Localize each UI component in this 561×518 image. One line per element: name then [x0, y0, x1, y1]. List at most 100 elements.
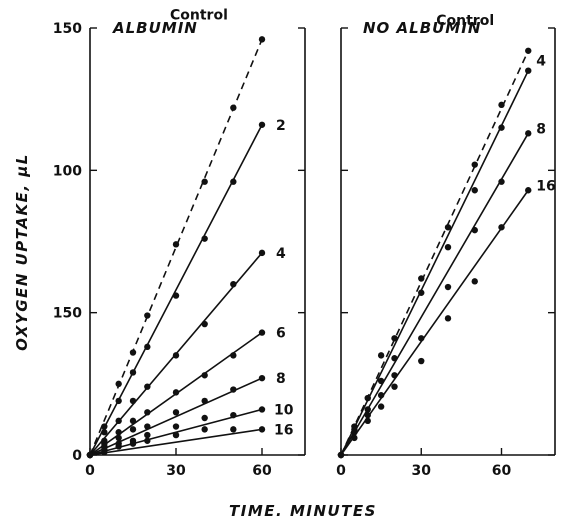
data-point — [471, 187, 478, 194]
data-point — [444, 224, 452, 231]
data-point — [525, 47, 532, 54]
data-point — [230, 411, 237, 419]
data-point — [498, 178, 505, 185]
data-point — [525, 67, 532, 74]
series-line — [340, 50, 529, 456]
panel-title: NO ALBUMIN — [363, 19, 481, 37]
y-tick-label: 100 — [53, 163, 82, 179]
series-line — [89, 428, 263, 456]
x-tick-label: 60 — [252, 463, 272, 479]
data-point — [258, 121, 266, 128]
data-point — [129, 426, 137, 433]
data-point — [144, 431, 151, 439]
data-point — [144, 437, 151, 444]
x-tick-label: 0 — [336, 463, 346, 479]
data-point — [172, 409, 180, 416]
y-tick-label: 150 — [53, 21, 82, 37]
data-point — [377, 403, 385, 410]
series-line — [340, 70, 529, 456]
series-line — [89, 124, 263, 456]
data-point — [144, 343, 151, 351]
data-point — [230, 178, 237, 185]
data-point — [201, 426, 208, 433]
data-point — [115, 443, 122, 450]
data-point — [201, 372, 208, 379]
data-point — [230, 426, 237, 433]
x-tick-label: 60 — [492, 463, 512, 479]
data-point — [337, 451, 345, 459]
data-point — [258, 374, 266, 382]
data-point — [351, 434, 358, 442]
data-point — [258, 406, 266, 413]
x-axis-title: TIME. MINUTES — [229, 502, 377, 518]
data-point — [201, 235, 208, 242]
series-label: 10 — [274, 402, 294, 418]
data-point — [418, 357, 425, 365]
series-label: 6 — [276, 326, 286, 342]
data-point — [86, 451, 94, 459]
data-point — [498, 124, 505, 131]
series-label: 2 — [276, 118, 286, 134]
series-label: 8 — [536, 121, 546, 137]
data-point — [444, 283, 452, 291]
series-label: 4 — [276, 246, 286, 262]
y-tick-label: 150 — [53, 306, 82, 322]
x-tick-label: 30 — [412, 463, 432, 479]
data-point — [129, 440, 137, 447]
data-point — [115, 397, 122, 405]
data-point — [144, 383, 151, 390]
data-point — [129, 369, 137, 376]
data-point — [525, 130, 532, 137]
data-point — [418, 289, 425, 296]
data-point — [101, 448, 108, 456]
data-point — [172, 389, 180, 396]
data-point — [525, 187, 532, 194]
data-point — [391, 383, 398, 390]
y-tick-label: 0 — [72, 448, 82, 464]
data-point — [101, 429, 108, 436]
data-point — [144, 409, 151, 416]
data-point — [444, 243, 452, 251]
series-label: 16 — [274, 422, 293, 438]
x-tick-label: 0 — [85, 463, 95, 479]
data-point — [230, 104, 237, 111]
data-point — [172, 423, 180, 430]
data-point — [144, 312, 151, 319]
data-point — [172, 352, 180, 359]
series-label: 8 — [276, 371, 286, 387]
data-point — [230, 281, 237, 288]
data-point — [230, 386, 237, 393]
data-point — [115, 380, 122, 388]
series-label: Control — [170, 7, 228, 23]
data-point — [498, 101, 505, 109]
data-point — [129, 417, 137, 425]
data-point — [115, 429, 122, 436]
data-point — [201, 414, 208, 422]
data-point — [172, 292, 180, 299]
data-point — [471, 278, 478, 285]
data-point — [258, 329, 266, 336]
y-axis-title: OXYGEN UPTAKE, μL — [13, 153, 31, 351]
data-point — [418, 275, 425, 282]
data-point — [391, 335, 398, 342]
data-point — [129, 397, 137, 405]
data-point — [172, 241, 180, 248]
data-point — [115, 417, 122, 425]
data-point — [144, 423, 151, 430]
data-point — [498, 224, 505, 231]
data-point — [258, 426, 266, 433]
data-point — [471, 161, 478, 168]
series-line — [340, 132, 529, 456]
panel-title: ALBUMIN — [112, 19, 198, 37]
data-point — [444, 315, 452, 322]
data-point — [201, 397, 208, 405]
series-line — [340, 189, 529, 456]
data-point — [201, 178, 208, 185]
x-tick-label: 30 — [166, 463, 186, 479]
data-point — [115, 434, 122, 442]
data-point — [471, 226, 478, 234]
data-point — [377, 352, 385, 359]
